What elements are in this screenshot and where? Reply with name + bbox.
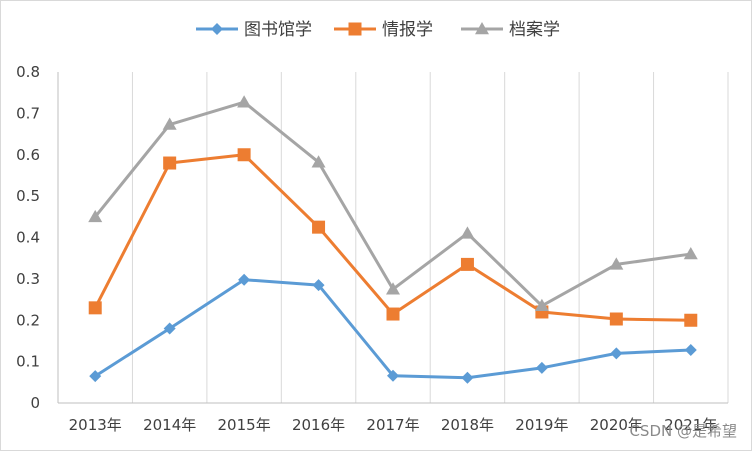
data-point bbox=[534, 298, 549, 312]
legend-item: 档案学 bbox=[461, 20, 560, 40]
data-point bbox=[460, 226, 475, 239]
legend: 图书馆学 情报学 档案学 bbox=[196, 20, 560, 40]
y-tick-label: 0.6 bbox=[16, 146, 40, 164]
y-tick-label: 0.5 bbox=[16, 187, 40, 205]
data-point bbox=[238, 273, 251, 286]
legend-marker bbox=[211, 23, 223, 35]
legend-label: 档案学 bbox=[509, 20, 560, 40]
y-tick-labels: 0 0.1 0.2 0.3 0.4 0.5 0.6 0.7 0.8 bbox=[16, 63, 40, 412]
data-point bbox=[460, 257, 474, 271]
data-point bbox=[535, 361, 548, 374]
series-group bbox=[88, 95, 698, 384]
data-point bbox=[461, 371, 474, 384]
data-point bbox=[386, 282, 400, 295]
data-point bbox=[163, 156, 177, 170]
x-tick-label: 2020年 bbox=[590, 416, 643, 434]
data-point bbox=[311, 155, 326, 168]
x-tick-label: 2019年 bbox=[515, 416, 568, 434]
y-tick-label: 0.7 bbox=[16, 104, 40, 122]
x-tick-label: 2018年 bbox=[441, 416, 494, 434]
series-line bbox=[93, 153, 691, 322]
series-1 bbox=[89, 273, 697, 384]
x-tick-labels: 2013年 2014年 2015年 2016年 2017年 2018年 2019年 2020年… bbox=[69, 416, 718, 434]
data-point bbox=[610, 347, 623, 360]
x-tick-label: 2013年 bbox=[69, 416, 122, 434]
x-tick-label: 2015年 bbox=[218, 416, 271, 434]
x-tick-label: 2016年 bbox=[292, 416, 345, 434]
grid-lines bbox=[131, 72, 729, 403]
series-3 bbox=[88, 95, 698, 312]
data-point bbox=[609, 312, 623, 326]
data-point bbox=[387, 369, 399, 382]
watermark-text: CSDN @是希望 bbox=[629, 422, 737, 440]
y-tick-label: 0.4 bbox=[16, 229, 40, 247]
y-tick-label: 0 bbox=[30, 394, 40, 412]
data-point bbox=[162, 117, 177, 130]
x-tick-label: 2021年 bbox=[664, 416, 717, 434]
series-line bbox=[94, 100, 691, 308]
legend-marker bbox=[475, 22, 489, 35]
data-point bbox=[609, 257, 624, 270]
legend-item: 图书馆学 bbox=[196, 20, 312, 40]
data-point bbox=[88, 301, 102, 315]
y-tick-label: 0.3 bbox=[16, 270, 40, 288]
y-tick-label: 0.8 bbox=[16, 63, 40, 81]
legend-label: 图书馆学 bbox=[244, 20, 312, 40]
data-point bbox=[237, 95, 252, 108]
data-point bbox=[386, 307, 400, 321]
data-point bbox=[88, 209, 103, 223]
data-point bbox=[312, 279, 325, 292]
data-point bbox=[312, 220, 326, 234]
legend-marker bbox=[348, 22, 362, 36]
legend-item: 情报学 bbox=[334, 20, 433, 40]
data-point bbox=[683, 247, 698, 260]
y-tick-label: 0.1 bbox=[16, 353, 40, 371]
axes bbox=[57, 72, 728, 404]
data-point bbox=[684, 344, 697, 357]
x-tick-label: 2014年 bbox=[143, 416, 196, 434]
data-point bbox=[163, 322, 176, 335]
x-tick-label: 2017年 bbox=[366, 416, 419, 434]
data-point bbox=[89, 370, 102, 383]
y-tick-label: 0.2 bbox=[16, 311, 40, 329]
data-point bbox=[684, 313, 698, 327]
series-2 bbox=[88, 148, 698, 327]
data-point bbox=[237, 148, 251, 162]
legend-label: 情报学 bbox=[382, 20, 433, 40]
